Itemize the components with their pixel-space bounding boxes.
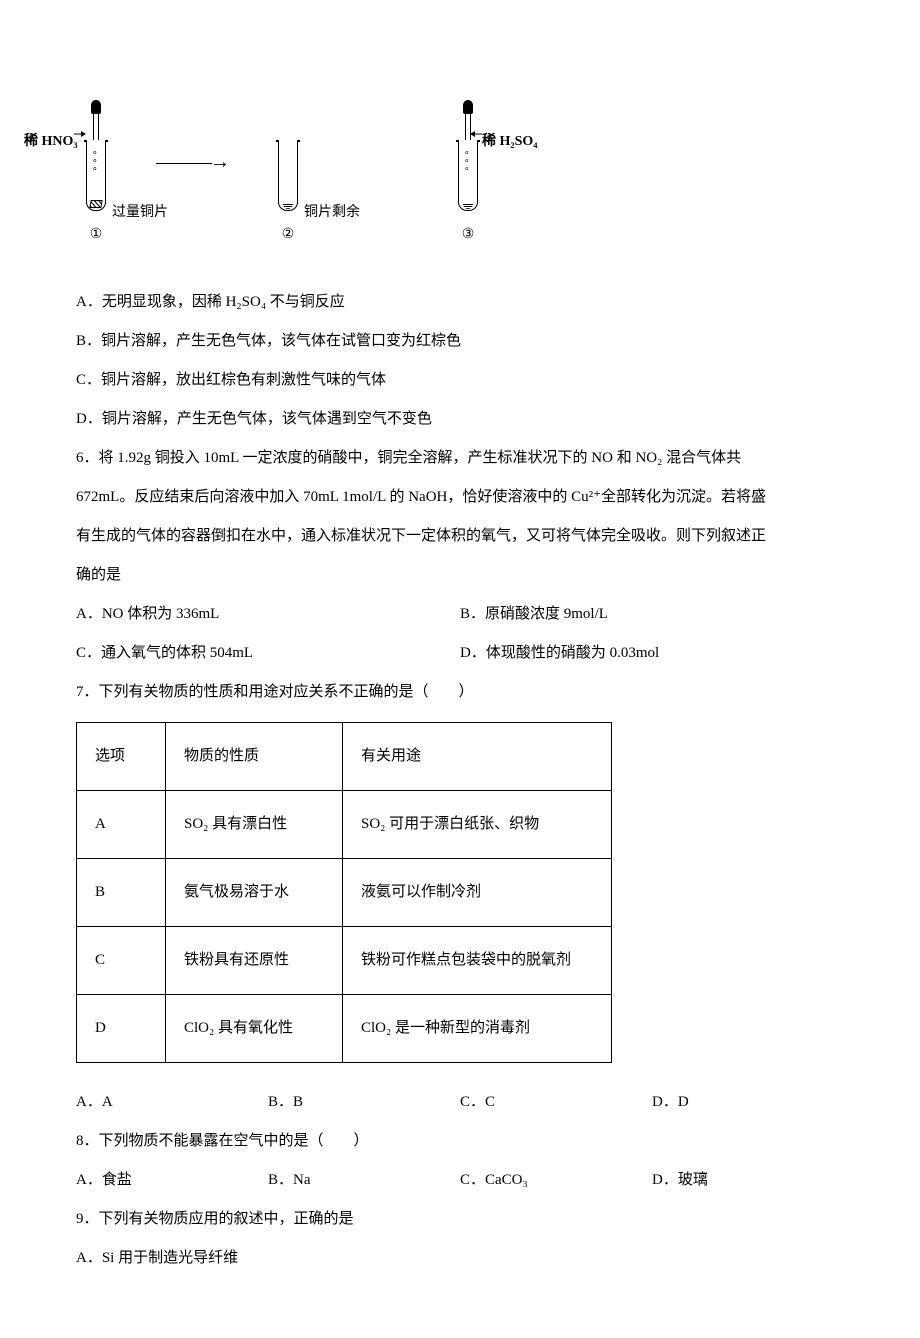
- annot-1: 过量铜片: [112, 195, 168, 231]
- th-use: 有关用途: [343, 723, 612, 791]
- cell: B: [77, 859, 166, 927]
- q6-stem-1: 6．将 1.92g 铜投入 10mL 一定浓度的硝酸中，铜完全溶解，产生标准状况…: [76, 439, 844, 478]
- q6-row-ab: A．NO 体积为 336mL B．原硝酸浓度 9mol/L: [76, 595, 844, 634]
- table-row: B 氨气极易溶于水 液氨可以作制冷剂: [77, 859, 612, 927]
- cell: C: [77, 927, 166, 995]
- num-3: ③: [462, 217, 475, 253]
- th-property: 物质的性质: [166, 723, 343, 791]
- q5-opt-b: B．铜片溶解，产生无色气体，该气体在试管口变为红棕色: [76, 322, 844, 361]
- q8-opt-c: C．CaCO₃: [460, 1161, 652, 1200]
- cell: ClO₂ 是一种新型的消毒剂: [343, 995, 612, 1063]
- q7-opt-a: A．A: [76, 1083, 268, 1122]
- q6-opt-c: C．通入氧气的体积 504mL: [76, 634, 460, 673]
- q9-opt-a: A．Si 用于制造光导纤维: [76, 1239, 844, 1278]
- testtube-2: [278, 140, 298, 211]
- q6-opt-a: A．NO 体积为 336mL: [76, 595, 460, 634]
- arrow-in-left: [74, 130, 86, 138]
- cell: SO₂ 可用于漂白纸张、织物: [343, 791, 612, 859]
- cell: 液氨可以作制冷剂: [343, 859, 612, 927]
- q6-stem-2: 672mL。反应结束后向溶液中加入 70mL 1mol/L 的 NaOH，恰好使…: [76, 478, 844, 517]
- q5-opt-a: A．无明显现象，因稀 H₂SO₄ 不与铜反应: [76, 283, 844, 322]
- tube-3: 稀 H₂SO₄ ∘∘∘ ③: [458, 100, 478, 253]
- table-row: D ClO₂ 具有氧化性 ClO₂ 是一种新型的消毒剂: [77, 995, 612, 1063]
- q6-opt-d: D．体现酸性的硝酸为 0.03mol: [460, 634, 844, 673]
- annot-2: 铜片剩余: [304, 195, 360, 231]
- q6-opt-b: B．原硝酸浓度 9mol/L: [460, 595, 844, 634]
- th-option: 选项: [77, 723, 166, 791]
- label-hno3: 稀 HNO₃: [24, 124, 78, 160]
- q8-stem: 8．下列物质不能暴露在空气中的是（ ）: [76, 1122, 844, 1161]
- q5-opt-d: D．铜片溶解，产生无色气体，该气体遇到空气不变色: [76, 400, 844, 439]
- q7-opts: A．A B．B C．C D．D: [76, 1083, 844, 1122]
- q7-opt-c: C．C: [460, 1083, 652, 1122]
- experiment-diagram: 稀 HNO₃ ∘∘∘ 过量铜片 ① ———→ 铜片剩余 ② 稀 H₂SO₄ ∘∘…: [76, 80, 844, 283]
- tube-1: 稀 HNO₃ ∘∘∘ 过量铜片 ①: [86, 100, 106, 253]
- testtube-1: ∘∘∘: [86, 140, 106, 211]
- num-1: ①: [90, 217, 103, 253]
- dropper-3: [463, 100, 473, 140]
- cell: ClO₂ 具有氧化性: [166, 995, 343, 1063]
- q8-opt-a: A．食盐: [76, 1161, 268, 1200]
- cell: A: [77, 791, 166, 859]
- table-row: A SO₂ 具有漂白性 SO₂ 可用于漂白纸张、织物: [77, 791, 612, 859]
- q8-opt-b: B．Na: [268, 1161, 460, 1200]
- tube-2: 铜片剩余 ②: [278, 100, 298, 253]
- cell: D: [77, 995, 166, 1063]
- q6-stem-4: 确的是: [76, 556, 844, 595]
- num-2: ②: [282, 217, 295, 253]
- table-row: 选项 物质的性质 有关用途: [77, 723, 612, 791]
- q7-opt-b: B．B: [268, 1083, 460, 1122]
- q6-stem-3: 有生成的气体的容器倒扣在水中，通入标准状况下一定体积的氧气，又可将气体完全吸收。…: [76, 517, 844, 556]
- q7-table: 选项 物质的性质 有关用途 A SO₂ 具有漂白性 SO₂ 可用于漂白纸张、织物…: [76, 722, 612, 1063]
- dropper-1: [91, 100, 101, 140]
- q7-opt-d: D．D: [652, 1083, 844, 1122]
- q7-stem: 7．下列有关物质的性质和用途对应关系不正确的是（ ）: [76, 673, 844, 712]
- cell: SO₂ 具有漂白性: [166, 791, 343, 859]
- q9-stem: 9．下列有关物质应用的叙述中，正确的是: [76, 1200, 844, 1239]
- q6-row-cd: C．通入氧气的体积 504mL D．体现酸性的硝酸为 0.03mol: [76, 634, 844, 673]
- cell: 氨气极易溶于水: [166, 859, 343, 927]
- cell: 铁粉具有还原性: [166, 927, 343, 995]
- table-row: C 铁粉具有还原性 铁粉可作糕点包装袋中的脱氧剂: [77, 927, 612, 995]
- q8-opt-d: D．玻璃: [652, 1161, 844, 1200]
- cell: 铁粉可作糕点包装袋中的脱氧剂: [343, 927, 612, 995]
- q8-opts: A．食盐 B．Na C．CaCO₃ D．玻璃: [76, 1161, 844, 1200]
- label-h2so4: 稀 H₂SO₄: [482, 124, 537, 160]
- testtube-3: ∘∘∘: [458, 140, 478, 211]
- q5-opt-c: C．铜片溶解，放出红棕色有刺激性气味的气体: [76, 361, 844, 400]
